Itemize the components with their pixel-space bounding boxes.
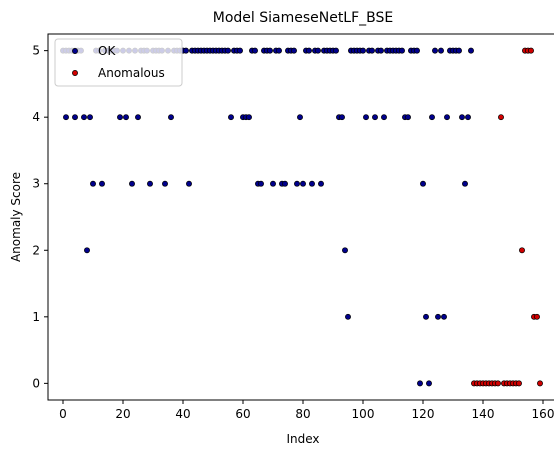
point-anomalous (528, 47, 534, 54)
legend-box (54, 38, 183, 87)
point-anomalous (495, 380, 501, 387)
point-ok (228, 114, 234, 121)
point-ok (426, 380, 432, 387)
data-points (60, 47, 543, 387)
point-ok (117, 114, 123, 121)
point-ok (309, 180, 315, 187)
point-ok (432, 47, 438, 54)
point-ok (345, 313, 351, 320)
point-ok (459, 114, 465, 121)
x-tick-label: 40 (175, 407, 190, 421)
y-tick-label: 0 (32, 376, 40, 390)
point-ok (90, 180, 96, 187)
y-axis: 0 1 2 3 4 5 (32, 44, 48, 390)
point-ok (282, 180, 288, 187)
y-tick-label: 1 (32, 310, 40, 324)
y-axis-label: Anomaly Score (9, 172, 23, 262)
point-ok (420, 180, 426, 187)
point-ok (297, 114, 303, 121)
point-ok (72, 114, 78, 121)
point-ok (63, 114, 69, 121)
point-anomalous (534, 313, 540, 320)
point-ok (465, 114, 471, 121)
legend-label-anomalous: Anomalous (98, 66, 165, 80)
point-ok (438, 47, 444, 54)
legend-label-ok: OK (98, 44, 116, 58)
point-anomalous (519, 247, 525, 254)
point-ok (405, 114, 411, 121)
point-ok (318, 180, 324, 187)
x-tick-label: 80 (295, 407, 310, 421)
point-ok (441, 313, 447, 320)
x-tick-label: 0 (59, 407, 67, 421)
legend: OK Anomalous (54, 38, 183, 87)
point-ok (246, 114, 252, 121)
point-ok (315, 47, 321, 54)
x-tick-label: 20 (115, 407, 130, 421)
point-ok (435, 313, 441, 320)
x-tick-label: 160 (532, 407, 554, 421)
point-ok (429, 114, 435, 121)
point-ok (294, 180, 300, 187)
point-ok (147, 180, 153, 187)
point-ok (381, 114, 387, 121)
x-tick-label: 140 (472, 407, 495, 421)
point-ok (399, 47, 405, 54)
point-anomalous (516, 380, 522, 387)
point-ok (333, 47, 339, 54)
point-ok (456, 47, 462, 54)
point-ok (462, 180, 468, 187)
plot-area (47, 33, 554, 401)
y-tick-label: 5 (32, 44, 40, 58)
point-ok (363, 114, 369, 121)
point-ok (468, 47, 474, 54)
point-ok (270, 180, 276, 187)
point-ok (414, 47, 420, 54)
y-tick-label: 4 (32, 110, 40, 124)
x-axis-label: Index (286, 432, 319, 446)
point-anomalous (537, 380, 543, 387)
point-anomalous (498, 114, 504, 121)
point-ok (183, 47, 189, 54)
point-ok (168, 114, 174, 121)
chart-title: Model SiameseNetLF_BSE (213, 10, 394, 26)
point-ok (258, 180, 264, 187)
point-ok (369, 47, 375, 54)
point-ok (129, 180, 135, 187)
legend-marker-ok (72, 48, 78, 54)
point-ok (378, 47, 384, 54)
point-ok (87, 114, 93, 121)
point-ok (123, 114, 129, 121)
point-ok (99, 180, 105, 187)
point-ok (306, 47, 312, 54)
point-ok (276, 47, 282, 54)
point-ok (225, 47, 231, 54)
point-ok (300, 180, 306, 187)
legend-marker-anomalous (72, 70, 78, 76)
point-ok (423, 313, 429, 320)
point-ok (342, 247, 348, 254)
point-ok (237, 47, 243, 54)
point-ok (135, 114, 141, 121)
point-ok (360, 47, 366, 54)
x-tick-label: 120 (412, 407, 435, 421)
point-ok (252, 47, 258, 54)
point-ok (162, 180, 168, 187)
y-tick-label: 3 (32, 177, 40, 191)
point-ok (339, 114, 345, 121)
point-ok (267, 47, 273, 54)
y-tick-label: 2 (32, 243, 40, 257)
point-ok (186, 180, 192, 187)
point-ok (291, 47, 297, 54)
x-tick-label: 100 (352, 407, 375, 421)
point-ok (444, 114, 450, 121)
point-ok (417, 380, 423, 387)
x-axis: 0 20 40 60 80 100 120 140 160 (59, 400, 554, 421)
x-tick-label: 60 (235, 407, 250, 421)
point-ok (372, 114, 378, 121)
point-ok (81, 114, 87, 121)
point-ok (84, 247, 90, 254)
